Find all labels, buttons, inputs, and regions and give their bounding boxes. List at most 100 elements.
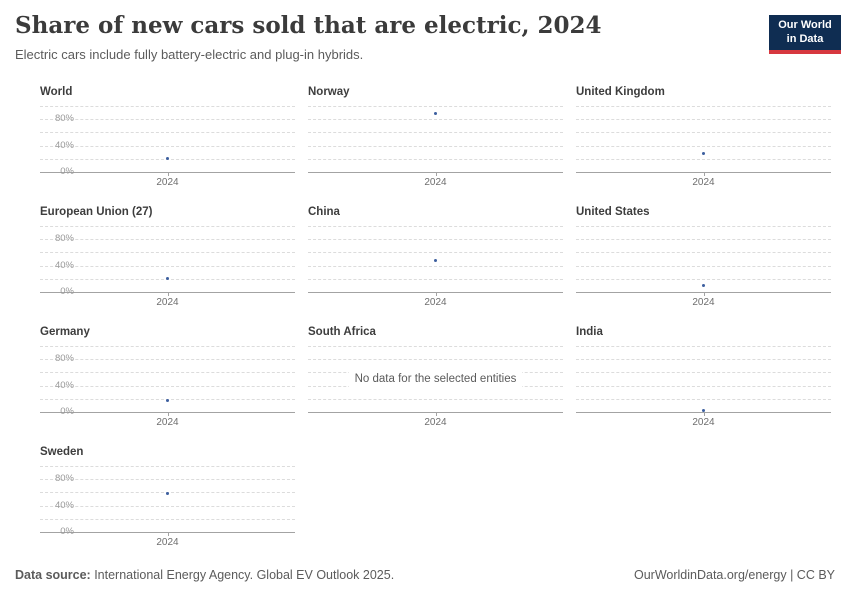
plot-area: 2024 (308, 226, 563, 308)
gridline-40 (40, 265, 295, 267)
gridline-80 (308, 359, 563, 361)
gridline-80 (576, 239, 831, 241)
plot-area: 80% 40% 0% 2024 (40, 346, 295, 428)
y-tick-label: 40% (54, 499, 74, 511)
owid-logo-line1: Our World (778, 19, 832, 31)
y-tick-label: 80% (54, 353, 74, 365)
gridline-60 (40, 132, 295, 134)
data-point[interactable] (702, 408, 705, 412)
owid-logo[interactable]: Our World in Data (769, 15, 841, 54)
gridline-40 (40, 145, 295, 147)
plot-area: 2024 (576, 346, 831, 428)
gridline-20 (308, 278, 563, 280)
facet-panel-united-states: United States 2024 (538, 205, 832, 317)
gridline-20 (308, 398, 563, 400)
data-source-text: International Energy Agency. Global EV O… (90, 568, 395, 582)
facet-title: South Africa (308, 326, 376, 338)
gridline-100 (40, 466, 295, 467)
data-point[interactable] (166, 276, 169, 280)
x-tick-mark (435, 292, 437, 296)
x-tick-mark (703, 412, 705, 416)
header: Share of new cars sold that are electric… (15, 12, 755, 63)
gridline-60 (308, 132, 563, 134)
gridline-60 (40, 252, 295, 254)
facet-panel-united-kingdom: United Kingdom 2024 (538, 85, 832, 197)
y-tick-label: 40% (54, 139, 74, 151)
x-tick-label: 2024 (692, 177, 715, 188)
plot-area: 80% 40% 0% 2024 (40, 106, 295, 188)
y-tick-label: 40% (54, 379, 74, 391)
data-source-label: Data source: (15, 568, 91, 582)
x-tick-label: 2024 (156, 177, 179, 188)
y-tick-label: 80% (54, 113, 74, 125)
y-tick-label: 80% (54, 233, 74, 245)
plot-area: 2024 (308, 106, 563, 188)
x-tick-label: 2024 (692, 417, 715, 428)
gridline-60 (576, 252, 831, 254)
facet-panel-india: India 2024 (538, 325, 832, 437)
gridline-40 (40, 385, 295, 387)
no-data-message: No data for the selected entities (348, 371, 523, 387)
facet-title: World (40, 86, 73, 98)
x-tick-mark (167, 412, 169, 416)
facet-panel-china: China 2024 (270, 205, 564, 317)
gridline-20 (40, 518, 295, 520)
no-data-overlay: No data for the selected entities (308, 346, 563, 412)
facet-title: United States (576, 206, 650, 218)
data-point[interactable] (166, 492, 169, 496)
x-tick-label: 2024 (156, 537, 179, 548)
gridline-100 (308, 106, 563, 107)
chart-subtitle: Electric cars include fully battery-elec… (15, 46, 364, 62)
data-point[interactable] (166, 398, 169, 402)
y-tick-label: 0% (60, 526, 74, 537)
y-tick-label: 40% (54, 259, 74, 271)
x-tick-label: 2024 (692, 297, 715, 308)
x-tick-mark (167, 172, 169, 176)
data-point[interactable] (434, 111, 437, 115)
x-tick-label: 2024 (424, 297, 447, 308)
facet-title: Sweden (40, 446, 84, 458)
owid-logo-line2: in Data (786, 32, 824, 45)
gridline-60 (40, 372, 295, 374)
gridline-60 (576, 372, 831, 374)
gridline-80 (40, 119, 295, 121)
gridline-80 (576, 359, 831, 361)
data-point[interactable] (702, 152, 705, 156)
gridline-100 (40, 226, 295, 227)
y-tick-label: 0% (60, 166, 74, 177)
plot-area: 2024 (576, 226, 831, 308)
chart-title: Share of new cars sold that are electric… (15, 12, 602, 39)
facet-panel-sweden: Sweden 80% 40% 0% 2024 (2, 445, 296, 557)
gridline-100 (576, 226, 831, 227)
data-point[interactable] (166, 157, 169, 161)
gridline-80 (40, 239, 295, 241)
gridline-80 (308, 239, 563, 241)
gridline-80 (308, 119, 563, 121)
facet-panel-norway: Norway 2024 (270, 85, 564, 197)
facet-title: European Union (27) (40, 206, 153, 218)
x-tick-label: 2024 (424, 177, 447, 188)
gridline-60 (576, 132, 831, 134)
footer-license-link[interactable]: OurWorldinData.org/energy | CC BY (633, 568, 835, 582)
gridline-40 (576, 385, 831, 387)
x-tick-label: 2024 (156, 297, 179, 308)
gridline-100 (308, 226, 563, 227)
gridline-100 (576, 106, 831, 107)
y-tick-label: 0% (60, 286, 74, 297)
facet-title: India (576, 326, 603, 338)
data-point[interactable] (434, 259, 437, 263)
x-tick-mark (167, 532, 169, 536)
facet-panel-world: World 80% 40% 0% 2024 (2, 85, 296, 197)
facet-panel-european-union-27: European Union (27) 80% 40% 0% 2024 (2, 205, 296, 317)
facet-title: Germany (40, 326, 90, 338)
data-point[interactable] (702, 283, 705, 287)
gridline-100 (308, 346, 563, 347)
x-tick-label: 2024 (156, 417, 179, 428)
data-source-note: Data source: International Energy Agency… (15, 568, 394, 582)
gridline-100 (40, 346, 295, 347)
gridline-60 (308, 252, 563, 254)
gridline-20 (576, 398, 831, 400)
x-tick-mark (167, 292, 169, 296)
x-tick-mark (703, 292, 705, 296)
